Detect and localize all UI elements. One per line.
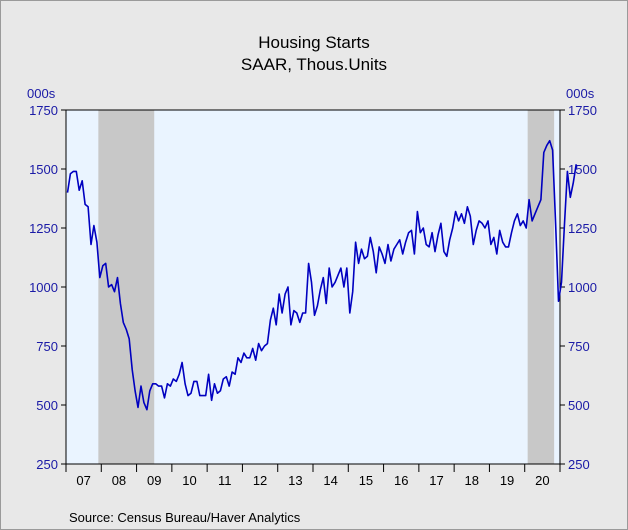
y-tick-label-right: 1000	[568, 280, 597, 295]
right-axis-unit: 000s	[566, 86, 595, 101]
x-tick-label: 11	[218, 473, 232, 488]
recession-band	[527, 110, 555, 464]
x-tick-label: 12	[253, 473, 267, 488]
x-tick-label: 13	[288, 473, 302, 488]
y-tick-label-left: 750	[36, 339, 58, 354]
y-tick-label-left: 1250	[29, 221, 58, 236]
y-tick-label-left: 1750	[29, 103, 58, 118]
x-tick-label: 17	[429, 473, 443, 488]
x-tick-label: 20	[535, 473, 549, 488]
x-tick-label: 15	[359, 473, 373, 488]
y-tick-label-right: 1500	[568, 162, 597, 177]
y-tick-label-right: 500	[568, 398, 590, 413]
y-tick-label-left: 500	[36, 398, 58, 413]
y-tick-label-left: 1500	[29, 162, 58, 177]
x-tick-label: 07	[76, 473, 90, 488]
y-tick-label-right: 750	[568, 339, 590, 354]
x-tick-label: 08	[112, 473, 126, 488]
y-tick-label-left: 1000	[29, 280, 58, 295]
source-note: Source: Census Bureau/Haver Analytics	[69, 510, 301, 525]
series-line	[66, 139, 577, 411]
x-tick-label: 19	[500, 473, 514, 488]
recession-band	[98, 110, 155, 464]
y-tick-label-right: 1250	[568, 221, 597, 236]
chart-subtitle: SAAR, Thous.Units	[240, 55, 388, 74]
y-tick-label-right: 1750	[568, 103, 597, 118]
x-tick-label: 14	[323, 473, 337, 488]
y-tick-label-left: 250	[36, 457, 58, 472]
x-tick-label: 16	[394, 473, 408, 488]
x-tick-label: 18	[465, 473, 479, 488]
y-tick-label-right: 250	[568, 457, 590, 472]
x-tick-label: 09	[147, 473, 161, 488]
chart-title: Housing Starts	[258, 33, 370, 52]
left-axis-unit: 000s	[27, 86, 56, 101]
x-tick-label: 10	[182, 473, 196, 488]
